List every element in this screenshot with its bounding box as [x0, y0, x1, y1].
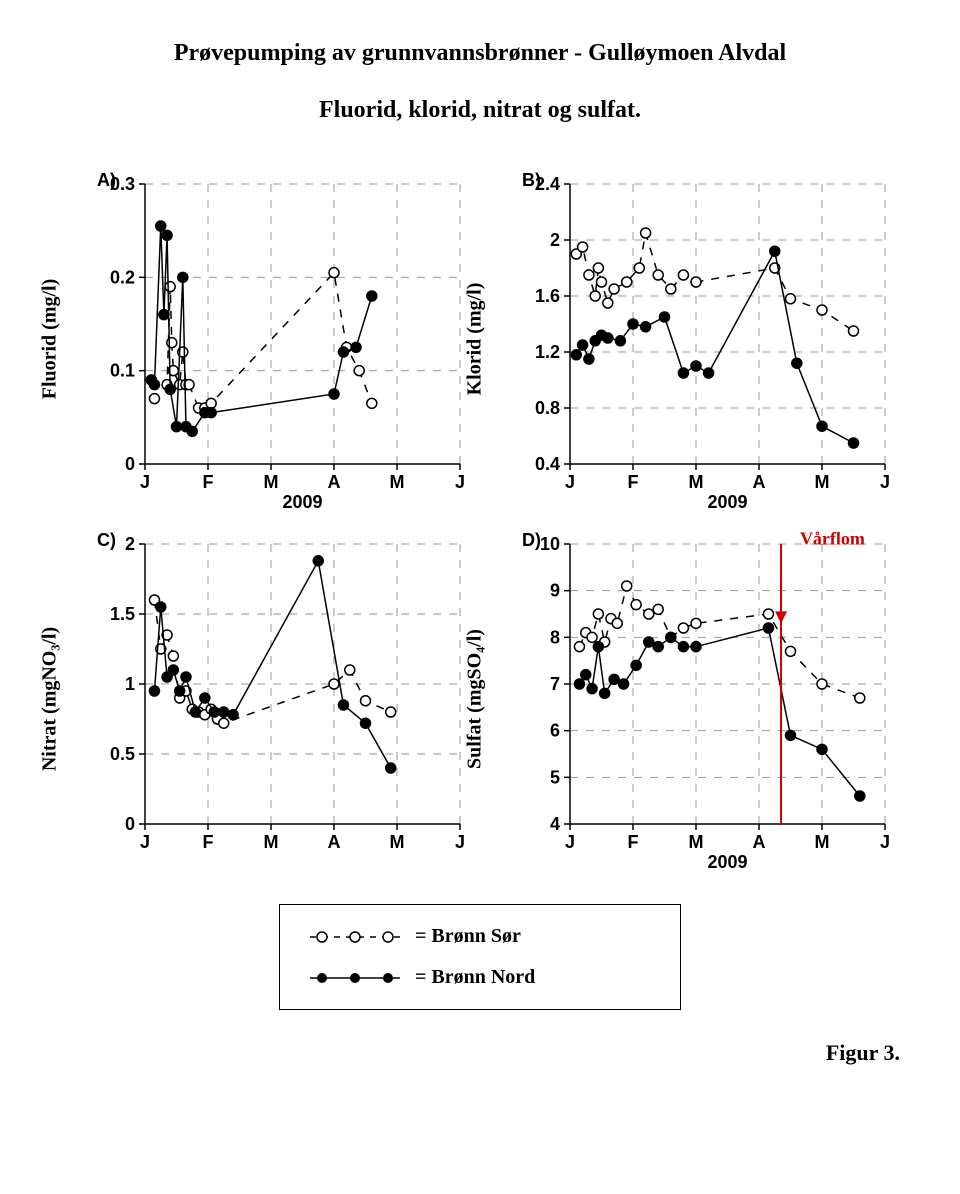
svg-text:0.5: 0.5	[110, 744, 135, 764]
chart-A-svg: A)00.10.20.3JFMAMJ2009	[95, 164, 475, 514]
svg-text:F: F	[203, 472, 214, 492]
figure-number-label: Figur 3.	[60, 1040, 900, 1066]
chart-D-svg: D) 4 5 6 7 8 9 10 J F M A M J 2009 Vårflom	[520, 524, 900, 874]
svg-text:C): C)	[97, 530, 116, 550]
svg-text:D): D)	[522, 530, 541, 550]
legend-sor-swatch	[310, 927, 400, 947]
chart-panel-grid: Fluorid (mg/l) A)00.10.20.3JFMAMJ2009 Kl…	[60, 164, 900, 874]
svg-text:J: J	[140, 832, 150, 852]
svg-text:A: A	[753, 472, 766, 492]
svg-text:0.2: 0.2	[110, 267, 135, 287]
svg-text:1.6: 1.6	[535, 286, 560, 306]
svg-text:M: M	[815, 472, 830, 492]
legend-nord-text: = Brønn Nord	[415, 966, 535, 989]
y-axis-label-C: Nitrat (mgNO₃/l)	[39, 627, 62, 771]
svg-text:M: M	[689, 832, 704, 852]
svg-text:1: 1	[125, 674, 135, 694]
svg-text:0: 0	[125, 814, 135, 834]
svg-text:2009: 2009	[282, 492, 322, 512]
svg-text:J: J	[455, 832, 465, 852]
svg-text:2009: 2009	[707, 852, 747, 872]
svg-text:M: M	[264, 472, 279, 492]
svg-text:0: 0	[125, 454, 135, 474]
svg-text:J: J	[565, 832, 575, 852]
svg-text:9: 9	[550, 581, 560, 601]
svg-text:A: A	[753, 832, 766, 852]
svg-text:A: A	[328, 832, 341, 852]
svg-text:1.5: 1.5	[110, 604, 135, 624]
svg-text:F: F	[628, 472, 639, 492]
svg-text:5: 5	[550, 767, 560, 787]
legend-box: = Brønn Sør = Brønn Nord	[279, 904, 681, 1010]
svg-text:A: A	[328, 472, 341, 492]
svg-text:8: 8	[550, 627, 560, 647]
svg-text:M: M	[390, 832, 405, 852]
svg-text:J: J	[140, 472, 150, 492]
chart-B-svg: B)0.40.81.21.622.4JFMAMJ2009	[520, 164, 900, 514]
chart-panel-B: Klorid (mg/l) B)0.40.81.21.622.4JFMAMJ20…	[485, 164, 900, 514]
svg-text:1.2: 1.2	[535, 342, 560, 362]
svg-text:0.1: 0.1	[110, 361, 135, 381]
svg-text:J: J	[880, 832, 890, 852]
page-main-title: Prøvepumping av grunnvannsbrønner - Gull…	[60, 40, 900, 67]
svg-text:F: F	[628, 832, 639, 852]
svg-text:J: J	[455, 472, 465, 492]
svg-text:2.4: 2.4	[535, 174, 560, 194]
svg-text:M: M	[264, 832, 279, 852]
svg-text:0.8: 0.8	[535, 398, 560, 418]
chart-panel-C: Nitrat (mgNO₃/l) C)00.511.52JFMAMJ	[60, 524, 475, 874]
svg-text:2: 2	[125, 534, 135, 554]
legend-row-sor: = Brønn Sør	[310, 925, 650, 948]
svg-text:M: M	[689, 472, 704, 492]
chart-panel-A: Fluorid (mg/l) A)00.10.20.3JFMAMJ2009	[60, 164, 475, 514]
svg-text:M: M	[390, 472, 405, 492]
svg-text:2: 2	[550, 230, 560, 250]
svg-text:J: J	[565, 472, 575, 492]
svg-text:7: 7	[550, 674, 560, 694]
svg-text:4: 4	[550, 814, 560, 834]
svg-text:M: M	[815, 832, 830, 852]
legend-sor-text: = Brønn Sør	[415, 925, 521, 948]
svg-text:Vårflom: Vårflom	[800, 529, 865, 549]
svg-text:10: 10	[540, 534, 560, 554]
svg-text:0.4: 0.4	[535, 454, 560, 474]
page-subtitle: Fluorid, klorid, nitrat og sulfat.	[60, 97, 900, 124]
legend-row-nord: = Brønn Nord	[310, 966, 650, 989]
chart-panel-D: Sulfat (mgSO₄/l) D)45678910JFMAMJ2009Vår…	[485, 524, 900, 874]
y-axis-label-B: Klorid (mg/l)	[464, 283, 487, 396]
svg-text:0.3: 0.3	[110, 174, 135, 194]
y-axis-label-A: Fluorid (mg/l)	[39, 279, 62, 400]
legend-nord-swatch	[310, 968, 400, 988]
svg-text:F: F	[203, 832, 214, 852]
svg-text:J: J	[880, 472, 890, 492]
svg-text:2009: 2009	[707, 492, 747, 512]
svg-text:6: 6	[550, 721, 560, 741]
chart-C-svg: C) 0 0.5 1 1.5 2 J F M A M J	[95, 524, 475, 874]
y-axis-label-D: Sulfat (mgSO₄/l)	[464, 629, 487, 769]
